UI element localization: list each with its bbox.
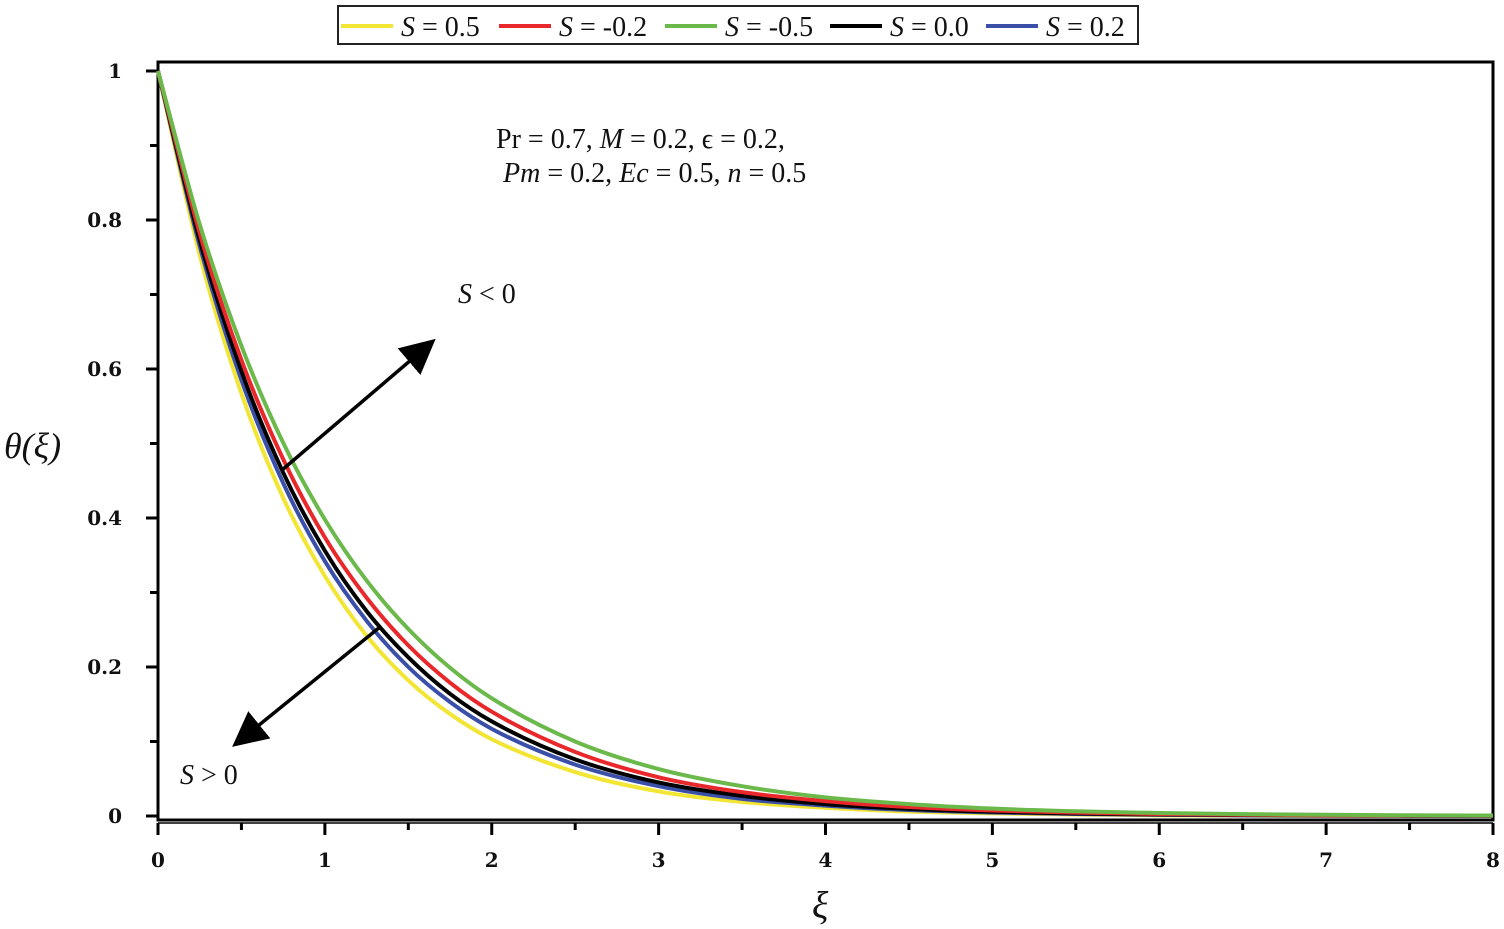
x-tick-label: 7 — [1319, 848, 1333, 872]
y-tick-label: 0.4 — [87, 506, 122, 530]
x-tick-label: 2 — [485, 848, 499, 872]
y-tick-label: 0.2 — [87, 655, 122, 679]
series-line-0 — [156, 70, 1494, 818]
y-tick-label: 0.8 — [87, 208, 122, 232]
y-tick-label: 0.6 — [87, 357, 122, 381]
legend-label: S = -0.5 — [725, 12, 813, 43]
legend-label: S = 0.2 — [1046, 12, 1125, 43]
x-tick-label: 3 — [652, 848, 666, 872]
params-line-2: Pm = 0.2, Ec = 0.5, n = 0.5 — [502, 158, 806, 189]
series-line-4 — [156, 70, 1494, 818]
series-layer — [156, 70, 1494, 818]
x-tick-label: 8 — [1486, 848, 1500, 872]
y-axis-title: θ(ξ) — [4, 426, 61, 466]
series-line-3 — [156, 70, 1494, 818]
legend-label: S = 0.0 — [890, 12, 969, 43]
arrow-up — [280, 338, 436, 472]
x-tick-label: 0 — [151, 848, 165, 872]
series-line-2 — [156, 70, 1494, 818]
params-line-1: Pr = 0.7, M = 0.2, ϵ = 0.2, — [496, 124, 785, 155]
axis-ticks: 0 1 2 3 4 5 6 7 8 0 0.2 0.4 0.6 0.8 1 — [87, 59, 1500, 872]
x-tick-label: 5 — [985, 848, 999, 872]
arrow-down — [232, 625, 382, 747]
x-tick-label: 1 — [318, 848, 332, 872]
legend-label: S = -0.2 — [559, 12, 647, 43]
x-tick-label: 4 — [819, 848, 833, 872]
y-tick-label: 1 — [108, 59, 122, 83]
y-tick-label: 0 — [108, 804, 122, 828]
x-tick-label: 6 — [1152, 848, 1166, 872]
arrow-down-label: S > 0 — [180, 760, 238, 791]
x-axis-title: ξ — [812, 885, 829, 927]
plot-frame — [156, 60, 1495, 822]
legend-label: S = 0.5 — [401, 12, 480, 43]
legend: S = 0.5 S = -0.2 S = -0.5 S = 0.0 S = 0.2 — [337, 5, 1139, 45]
arrow-up-label: S < 0 — [458, 279, 516, 310]
series-line-1 — [156, 70, 1494, 818]
